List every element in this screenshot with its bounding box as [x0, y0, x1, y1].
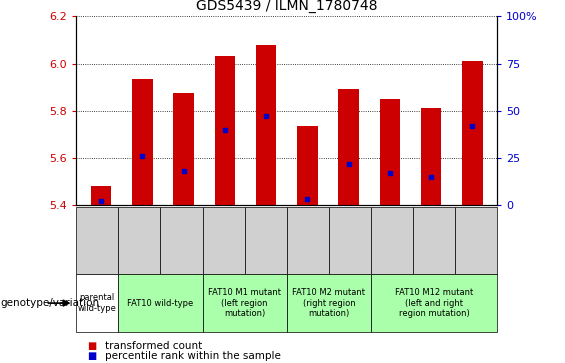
Bar	[173, 93, 194, 205]
Text: ■: ■	[88, 351, 97, 362]
Text: FAT10 wild-type: FAT10 wild-type	[127, 299, 194, 307]
Bar	[462, 61, 483, 205]
Text: genotype/variation: genotype/variation	[1, 298, 99, 308]
Bar	[91, 186, 111, 205]
Bar	[297, 126, 318, 205]
Text: FAT10 M1 mutant
(left region
mutation): FAT10 M1 mutant (left region mutation)	[208, 288, 281, 318]
Bar	[338, 90, 359, 205]
Text: transformed count: transformed count	[105, 340, 202, 351]
Title: GDS5439 / ILMN_1780748: GDS5439 / ILMN_1780748	[196, 0, 377, 13]
Bar	[256, 45, 276, 205]
Text: FAT10 M12 mutant
(left and right
region mutation): FAT10 M12 mutant (left and right region …	[395, 288, 473, 318]
Text: ■: ■	[88, 340, 97, 351]
Text: percentile rank within the sample: percentile rank within the sample	[105, 351, 280, 362]
Text: parental
wild-type: parental wild-type	[78, 293, 117, 313]
Bar	[421, 109, 441, 205]
Text: FAT10 M2 mutant
(right region
mutation): FAT10 M2 mutant (right region mutation)	[292, 288, 366, 318]
Bar	[380, 99, 400, 205]
Bar	[132, 79, 153, 205]
Bar	[215, 56, 235, 205]
